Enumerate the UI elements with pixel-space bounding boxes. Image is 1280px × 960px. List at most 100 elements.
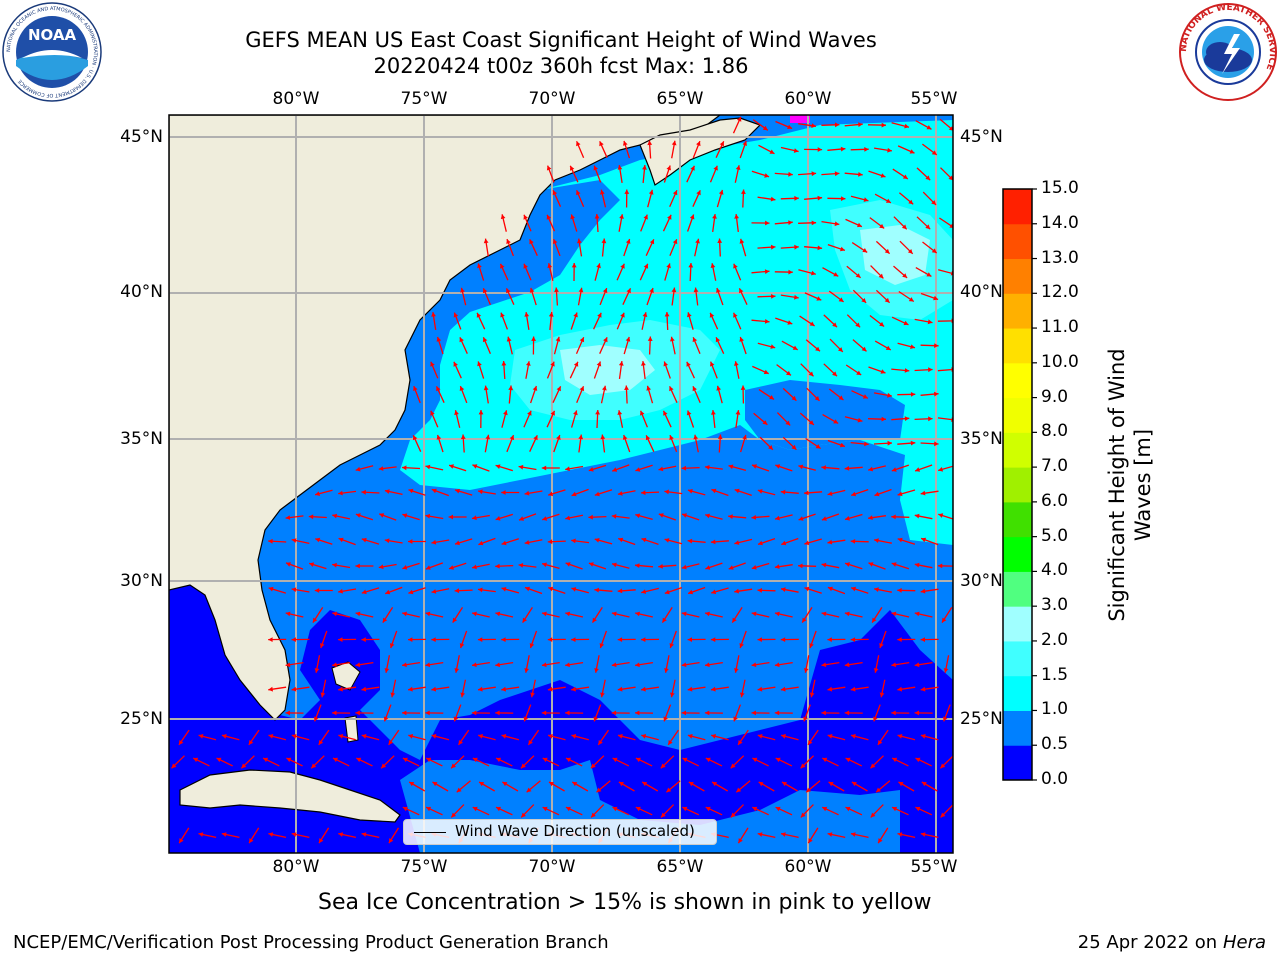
- wave-direction-arrowhead: [523, 716, 529, 722]
- wave-direction-arrowhead: [648, 189, 654, 195]
- wave-direction-arrowhead: [525, 586, 530, 592]
- wave-direction-arrowhead: [619, 214, 624, 219]
- wave-direction-arrowhead: [291, 587, 297, 593]
- wave-direction-arrowhead: [877, 740, 883, 745]
- wave-direction-arrowhead: [332, 611, 338, 617]
- wave-direction-arrowhead: [556, 435, 561, 440]
- wave-direction-arrowhead: [910, 392, 916, 397]
- wave-direction-arrowhead: [601, 238, 607, 244]
- wave-direction-arrowhead: [402, 465, 407, 471]
- colorbar-swatch: [1003, 640, 1032, 677]
- wave-direction-arrowhead: [384, 489, 390, 494]
- wave-direction-arrowhead: [426, 806, 432, 812]
- wave-direction-arrowhead: [808, 838, 813, 844]
- wave-direction-arrowhead: [501, 587, 507, 592]
- wave-direction-arrowhead: [855, 273, 861, 278]
- wave-direction-arrowhead: [355, 662, 361, 668]
- wave-direction-arrowhead: [332, 513, 338, 519]
- wave-direction-arrowhead: [821, 662, 827, 668]
- wave-direction-arrowhead: [547, 263, 553, 269]
- wave-direction-arrowhead: [696, 141, 701, 147]
- wave-direction-arrowhead: [734, 668, 739, 673]
- wave-direction-arrowhead: [456, 787, 462, 793]
- wave-direction-arrowhead: [477, 637, 483, 642]
- wave-direction-arrowhead: [501, 686, 506, 692]
- wave-direction-arrowhead: [658, 466, 664, 472]
- wave-direction-arrowhead: [664, 589, 670, 595]
- wave-direction-arrowhead: [845, 516, 850, 521]
- wave-direction-arrowhead: [524, 540, 530, 545]
- wave-direction-arrowhead: [402, 710, 407, 716]
- wave-direction-arrowhead: [565, 611, 571, 617]
- wave-direction-arrowhead: [719, 141, 724, 147]
- wave-direction-arrowhead: [690, 165, 695, 171]
- wave-direction-arrowhead: [686, 410, 692, 416]
- wave-direction-arrowhead: [739, 238, 745, 244]
- wave-direction-arrowhead: [332, 662, 337, 668]
- wave-direction-arrowhead: [693, 287, 699, 293]
- wave-direction-arrowhead: [681, 662, 687, 668]
- wave-direction-arrowhead: [914, 662, 920, 668]
- lon-label-bottom: 70°W: [528, 857, 576, 877]
- wave-direction-arrowhead: [501, 734, 507, 739]
- wave-direction-arrowhead: [934, 391, 939, 397]
- wave-direction-arrowhead: [263, 757, 269, 763]
- wave-direction-arrowhead: [844, 466, 850, 471]
- wave-direction-arrowhead: [728, 464, 734, 470]
- wave-direction-arrowhead: [710, 263, 716, 268]
- wave-direction-arrowhead: [765, 220, 770, 226]
- wave-direction-arrowhead: [408, 734, 414, 739]
- wave-direction-arrowhead: [472, 662, 477, 668]
- wave-direction-arrowhead: [618, 537, 624, 543]
- map-legend: Wind Wave Direction (unscaled): [403, 819, 717, 845]
- wave-direction-arrowhead: [687, 538, 693, 544]
- wave-direction-arrowhead: [787, 320, 793, 325]
- wave-direction-arrowhead: [834, 171, 840, 177]
- wave-direction-arrowhead: [850, 686, 856, 692]
- wave-direction-arrowhead: [579, 386, 585, 392]
- wave-direction-arrowhead: [635, 662, 640, 668]
- wave-direction-arrowhead: [663, 361, 668, 367]
- wave-direction-arrowhead: [286, 562, 291, 567]
- wave-direction-arrowhead: [828, 782, 834, 787]
- wave-direction-arrowhead: [578, 434, 584, 440]
- wave-direction-arrowhead: [355, 563, 360, 569]
- wave-direction-arrowhead: [312, 617, 318, 623]
- wave-direction-arrowhead: [687, 637, 692, 642]
- wave-direction-arrowhead: [573, 410, 578, 416]
- wave-direction-arrowhead: [596, 787, 602, 793]
- wave-direction-arrowhead: [478, 686, 483, 692]
- wave-direction-arrowhead: [845, 757, 851, 763]
- wave-direction-arrowhead: [460, 434, 466, 440]
- wave-direction-arrowhead: [643, 263, 649, 269]
- colorbar-title-line2: Waves [m]: [1131, 428, 1155, 542]
- colorbar-tick-label: 7.0: [1041, 456, 1069, 477]
- colorbar-swatch: [1003, 223, 1032, 260]
- wave-direction-arrowhead: [268, 538, 273, 544]
- wave-direction-arrowhead: [920, 588, 926, 594]
- wave-direction-arrowhead: [602, 288, 608, 294]
- wave-direction-arrowhead: [861, 346, 867, 352]
- lat-label-left: 45°N: [120, 127, 163, 147]
- wave-direction-arrowhead: [892, 806, 898, 812]
- wave-direction-arrowhead: [379, 513, 385, 518]
- wave-direction-arrowhead: [285, 611, 291, 617]
- wave-direction-arrowhead: [827, 637, 832, 642]
- wave-direction-arrowhead: [556, 386, 561, 392]
- wave-direction-arrowhead: [770, 196, 776, 202]
- wave-direction-arrowhead: [408, 637, 413, 642]
- wave-direction-arrowhead: [732, 617, 737, 623]
- wave-direction-arrowhead: [915, 467, 921, 472]
- wave-direction-arrowhead: [452, 617, 458, 623]
- wave-direction-arrowhead: [851, 586, 856, 592]
- wave-direction-arrowhead: [780, 686, 786, 692]
- wave-direction-arrowhead: [617, 491, 623, 496]
- lat-label-right: 25°N: [960, 709, 1003, 729]
- wave-direction-arrowhead: [872, 617, 877, 623]
- wave-direction-arrowhead: [572, 782, 578, 787]
- wave-band-0-0.5-gulf: [169, 580, 953, 853]
- wave-direction-arrowhead: [642, 312, 648, 317]
- wave-direction-arrowhead: [426, 757, 432, 763]
- wave-direction-arrowhead: [735, 165, 741, 170]
- wave-direction-arrowhead: [390, 692, 396, 698]
